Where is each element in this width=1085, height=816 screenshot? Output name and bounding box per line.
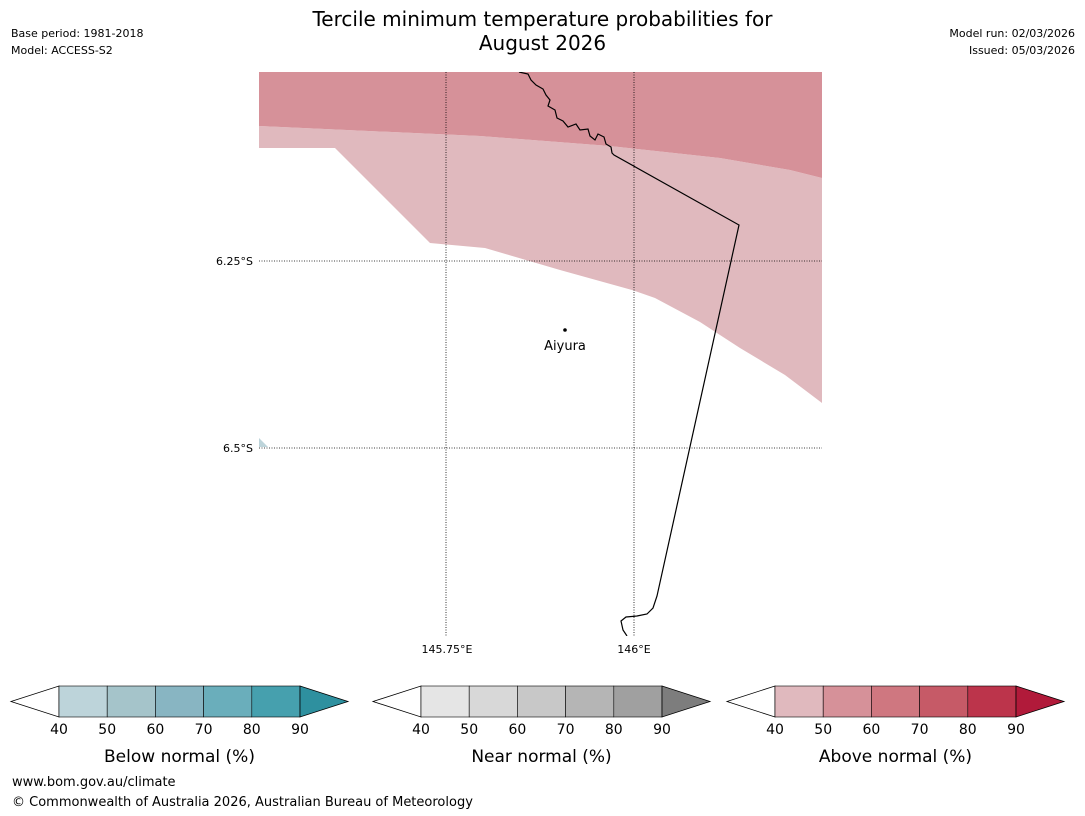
metadata-left: Base period: 1981-2018 Model: ACCESS-S2 [11, 25, 143, 59]
near-segment-2 [517, 685, 566, 718]
above-normal-50-60-region [259, 126, 822, 403]
base-period: Base period: 1981-2018 [11, 27, 144, 40]
lat-label-6-25: 6.25°S [216, 255, 253, 268]
colorbar-above-normal: 40 50 60 70 80 90 Above normal (%) [725, 685, 1066, 767]
above-tick-label: 70 [911, 722, 929, 738]
above-segment-4 [967, 685, 1017, 718]
colorbar-near-normal: 40 50 60 70 80 90 Near normal (%) [371, 685, 712, 767]
above-tick-label: 50 [814, 722, 832, 738]
above-normal-60-70-region [259, 72, 822, 178]
below-tick-label: 90 [291, 722, 309, 738]
below-colorbar-label: Below normal (%) [104, 747, 255, 767]
near-tick-label: 40 [412, 722, 430, 738]
below-segment-2 [155, 685, 204, 718]
above-extend-low [725, 685, 776, 718]
above-tick-label: 80 [959, 722, 977, 738]
near-colorbar-label: Near normal (%) [471, 747, 611, 767]
above-segment-1 [822, 685, 872, 718]
near-tick-label: 50 [460, 722, 478, 738]
map-title: Tercile minimum temperature probabilitie… [0, 7, 1085, 55]
below-tick-label: 60 [146, 722, 164, 738]
near-extend-high [661, 685, 712, 718]
above-tick-label: 60 [862, 722, 880, 738]
below-normal-sliver [259, 438, 268, 447]
colorbar-below-normal: 40 50 60 70 80 90 Below normal (%) [9, 685, 350, 767]
lon-label-145-75: 145.75°E [422, 643, 473, 656]
forecast-map: 6.25°S 6.5°S 145.75°E 146°E Aiyura [216, 72, 822, 656]
metadata-right: Model run: 02/03/2026 Issued: 05/03/2026 [949, 25, 1075, 59]
footer-url: www.bom.gov.au/climate [12, 775, 176, 790]
below-tick-label: 80 [243, 722, 261, 738]
above-segment-2 [871, 685, 920, 718]
near-segment-4 [613, 685, 663, 718]
near-extend-low [371, 685, 422, 718]
issued-date: Issued: 05/03/2026 [968, 44, 1075, 57]
below-extend-high [299, 685, 350, 718]
above-tick-label: 90 [1007, 722, 1025, 738]
above-extend-high [1015, 685, 1066, 718]
title-line-1: Tercile minimum temperature probabilitie… [312, 7, 773, 31]
near-segment-0 [420, 685, 470, 718]
above-segment-0 [774, 685, 824, 718]
below-tick-label: 50 [98, 722, 116, 738]
below-segment-3 [203, 685, 253, 718]
above-colorbar-label: Above normal (%) [819, 747, 972, 767]
place-label-aiyura: Aiyura [544, 339, 586, 354]
near-segment-1 [468, 685, 518, 718]
lon-label-146: 146°E [617, 643, 650, 656]
border-line [518, 72, 740, 636]
below-segment-1 [106, 685, 156, 718]
aiyura-marker [563, 328, 567, 332]
below-segment-0 [58, 685, 108, 718]
near-tick-label: 90 [653, 722, 671, 738]
below-tick-label: 70 [195, 722, 213, 738]
near-segment-3 [565, 685, 615, 718]
near-tick-label: 70 [557, 722, 575, 738]
below-extend-low [9, 685, 60, 718]
near-tick-label: 60 [508, 722, 526, 738]
model-name: Model: ACCESS-S2 [11, 44, 113, 57]
footer-copyright: © Commonwealth of Australia 2026, Austra… [12, 795, 473, 810]
model-run: Model run: 02/03/2026 [949, 27, 1075, 40]
below-segment-4 [251, 685, 301, 718]
above-tick-label: 40 [766, 722, 784, 738]
near-tick-label: 80 [605, 722, 623, 738]
above-segment-3 [919, 685, 969, 718]
below-tick-label: 40 [50, 722, 68, 738]
title-line-2: August 2026 [478, 31, 607, 55]
lat-label-6-5: 6.5°S [223, 442, 253, 455]
